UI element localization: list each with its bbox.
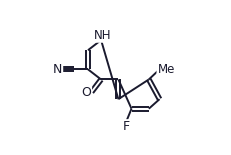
Text: O: O [81, 86, 91, 98]
Text: F: F [123, 120, 130, 133]
Text: N: N [53, 63, 62, 76]
Text: NH: NH [94, 29, 111, 42]
Text: Me: Me [158, 63, 175, 76]
